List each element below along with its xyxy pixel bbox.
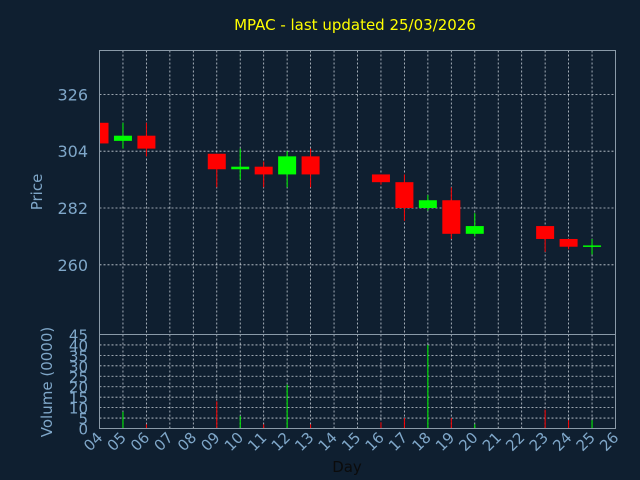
x-tick-label: 25 [573, 429, 599, 455]
candle-body [231, 166, 250, 170]
x-tick-label: 12 [268, 429, 294, 455]
x-tick-label: 09 [197, 429, 223, 455]
x-ticks: 0405060708091011121314151617181920212223… [80, 429, 622, 455]
volume-y-tick-label: 30 [69, 358, 88, 376]
candle-body [301, 156, 320, 175]
x-tick-label: 15 [338, 429, 364, 455]
price-grid [99, 50, 616, 335]
x-tick-label: 26 [596, 429, 622, 455]
price-y-ticks: 260 282 304 326 [57, 85, 88, 274]
x-tick-label: 10 [221, 429, 247, 455]
candle-body [583, 245, 602, 247]
x-tick-label: 16 [362, 429, 388, 455]
x-tick-label: 11 [244, 429, 270, 455]
candle-body [99, 122, 109, 144]
volume-y-tick-label: 10 [69, 400, 88, 418]
volume-y-tick-label: 45 [69, 327, 88, 345]
candle-body [254, 166, 273, 175]
volume-y-tick-label: 20 [69, 379, 88, 397]
x-tick-label: 05 [104, 429, 130, 455]
price-y-tick-label: 260 [57, 256, 88, 275]
candle-body [559, 238, 578, 247]
price-y-label: Price [28, 174, 46, 211]
x-tick-label: 07 [150, 429, 176, 455]
x-tick-label: 24 [549, 429, 575, 455]
candle-body [207, 153, 226, 170]
price-y-tick-label: 326 [57, 85, 88, 104]
candle-body [465, 226, 484, 234]
x-tick-label: 18 [408, 429, 434, 455]
x-tick-label: 21 [479, 429, 505, 455]
x-tick-label: 14 [315, 429, 341, 455]
volume-y-tick-label: 35 [69, 347, 88, 365]
candle-body [442, 200, 461, 234]
volume-frame [99, 334, 616, 429]
chart-title: MPAC - last updated 25/03/2026 [234, 16, 476, 34]
volume-y-tick-label: 25 [69, 368, 88, 386]
volume-bars [122, 344, 593, 429]
candle-body [137, 135, 156, 149]
price-y-tick-label: 282 [57, 199, 88, 218]
candles [99, 122, 602, 255]
volume-y-tick-label: 40 [69, 337, 88, 355]
x-tick-label: 06 [127, 429, 153, 455]
volume-y-tick-label: 5 [78, 410, 88, 428]
candle-body [371, 174, 390, 183]
volume-y-tick-label: 15 [69, 389, 88, 407]
candle-body [278, 156, 297, 175]
candle-body [536, 226, 555, 239]
volume-y-label: Volume (0000) [38, 327, 56, 437]
x-tick-label: 19 [432, 429, 458, 455]
candle-body [395, 182, 414, 208]
candle-body [418, 200, 437, 208]
price-y-tick-label: 304 [57, 142, 88, 161]
candle-body [113, 135, 132, 141]
volume-y-tick-label: 0 [78, 421, 88, 439]
price-panel: 260 282 304 326 Price [28, 50, 616, 335]
x-tick-label: 08 [174, 429, 200, 455]
volume-grid [99, 334, 616, 429]
x-tick-label: 17 [385, 429, 411, 455]
x-tick-label: 23 [526, 429, 552, 455]
x-tick-label: 22 [502, 429, 528, 455]
x-tick-label: 13 [291, 429, 317, 455]
x-tick-label: 20 [455, 429, 481, 455]
x-axis-label: Day [332, 458, 362, 476]
